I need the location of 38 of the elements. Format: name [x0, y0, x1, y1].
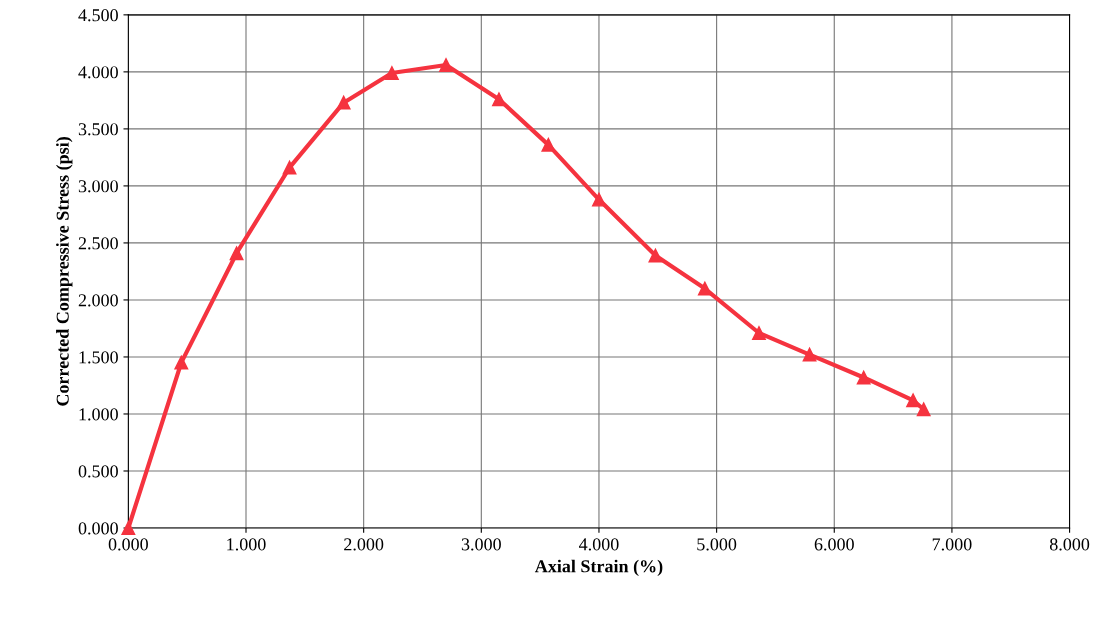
point — [336, 95, 351, 110]
y-tick-label: 0.000 — [78, 522, 118, 535]
point — [384, 66, 399, 80]
x-tick-label: 7.000 — [932, 538, 972, 551]
point — [592, 192, 606, 207]
point — [648, 248, 663, 263]
point — [752, 326, 766, 340]
x-tick-label: 8.000 — [1049, 538, 1090, 551]
y-tick-label: 4.000 — [78, 66, 118, 79]
y-tick-label: 3.500 — [78, 123, 118, 136]
x-tick-label: 5.000 — [697, 538, 737, 551]
y-tick-label: 2.500 — [78, 237, 118, 250]
x-axis-title: Axial Strain (%) — [534, 559, 663, 577]
y-tick-label: 0.500 — [78, 465, 118, 478]
point — [121, 521, 136, 535]
point — [174, 355, 189, 370]
point — [439, 58, 453, 72]
point — [802, 347, 817, 362]
y-tick-label: 4.500 — [78, 9, 118, 22]
x-tick-label: 2.000 — [344, 538, 384, 551]
x-tick-label: 3.000 — [461, 538, 501, 551]
x-tick-label: 1.000 — [227, 538, 266, 551]
point — [856, 370, 871, 385]
y-tick-label: 1.000 — [79, 408, 118, 421]
x-tick-label: 0.000 — [108, 538, 148, 551]
y-tick-label: 1.500 — [79, 351, 118, 364]
point — [282, 160, 297, 175]
point — [229, 246, 244, 261]
y-tick-label: 3.000 — [78, 180, 118, 193]
x-tick-label: 4.000 — [579, 538, 619, 551]
point — [697, 281, 712, 296]
y-axis-title: Corrected Compressive Stress (psi) — [56, 137, 73, 406]
x-tick-label: 6.000 — [814, 538, 854, 551]
point — [916, 402, 931, 417]
y-tick-label: 2.000 — [78, 294, 118, 307]
point — [492, 92, 506, 107]
point — [541, 137, 556, 152]
point — [906, 393, 921, 408]
